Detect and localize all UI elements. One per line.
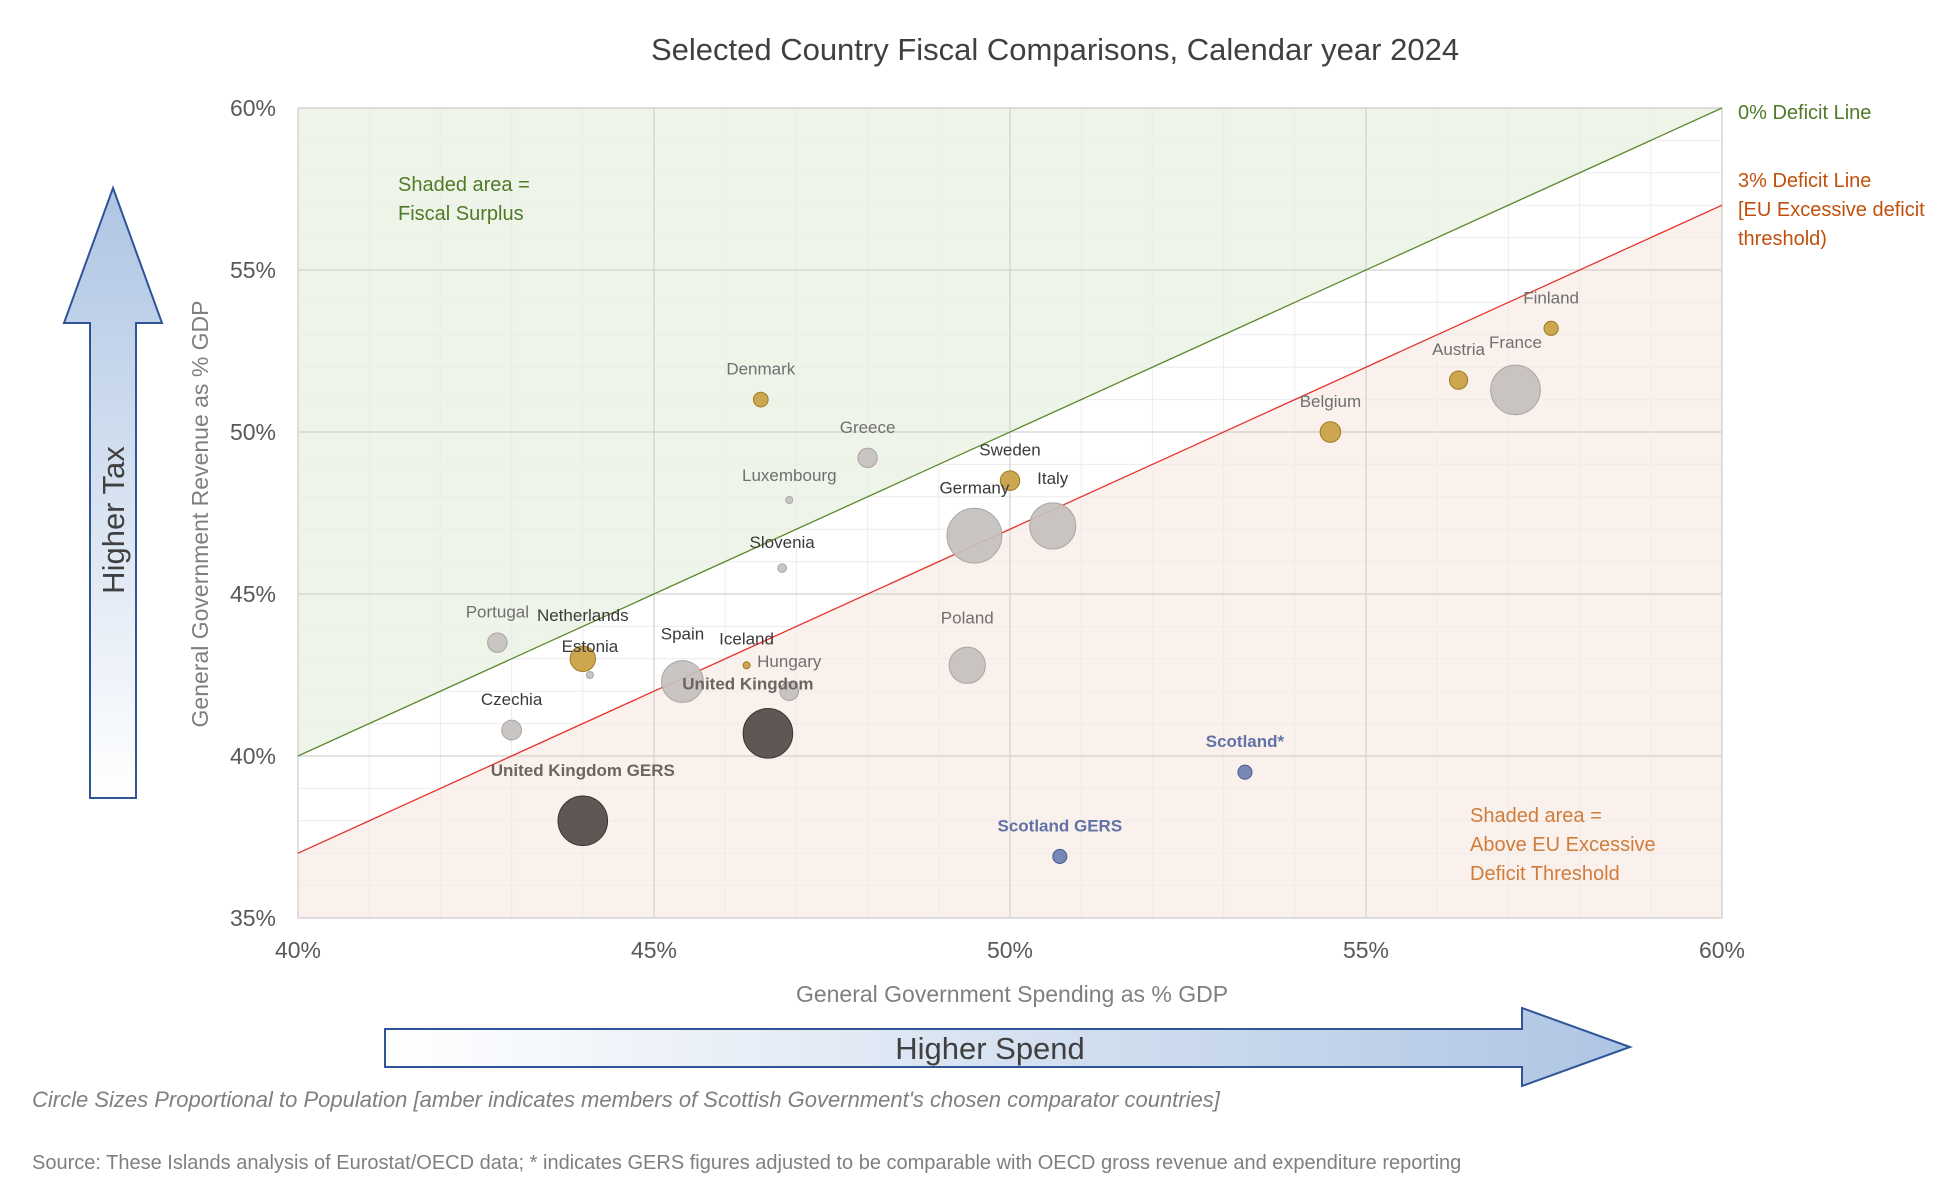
point-label: Luxembourg	[742, 466, 837, 485]
y-tick-label: 40%	[230, 743, 276, 769]
point-label: Estonia	[562, 637, 619, 656]
y-tick-label: 35%	[230, 905, 276, 931]
point-label: Sweden	[979, 441, 1040, 460]
y-tick-label: 45%	[230, 581, 276, 607]
bubble-luxembourg	[785, 496, 794, 505]
point-label: Scotland*	[1206, 732, 1285, 751]
x-tick-label: 40%	[275, 937, 321, 963]
y-tick-label: 55%	[230, 257, 276, 283]
point-label: France	[1489, 333, 1542, 352]
excessive-deficit-annotation: Above EU Excessive	[1470, 834, 1656, 856]
y-tick-label: 60%	[230, 95, 276, 121]
y-axis-label: General Government Revenue as % GDP	[187, 301, 213, 728]
bubble-portugal	[487, 632, 508, 653]
bubble-belgium	[1319, 421, 1342, 443]
point-label: Denmark	[726, 360, 795, 379]
point-label: Scotland GERS	[997, 816, 1122, 835]
higher-tax-label: Higher Tax	[96, 446, 131, 594]
bubble-finland	[1543, 320, 1559, 336]
bubble-austria	[1448, 370, 1469, 390]
point-label: Belgium	[1300, 392, 1361, 411]
point-label: Greece	[840, 418, 896, 437]
source-note: Source: These Islands analysis of Eurost…	[32, 1152, 1461, 1174]
bubble-france	[1490, 364, 1541, 416]
excessive-deficit-annotation: Shaded area =	[1470, 805, 1602, 827]
higher-tax-arrow	[62, 185, 164, 799]
bubble-greece	[857, 447, 878, 469]
higher-spend-label: Higher Spend	[895, 1031, 1085, 1066]
bubble-scotland-gers	[1052, 848, 1068, 864]
bubble-netherlands	[569, 645, 596, 672]
surplus-annotation: Fiscal Surplus	[398, 203, 524, 225]
zero-deficit-line-label: 0% Deficit Line	[1738, 102, 1871, 124]
circle-size-note: Circle Sizes Proportional to Population …	[32, 1087, 1221, 1112]
point-label: Spain	[661, 624, 704, 643]
bubble-slovenia	[777, 563, 788, 573]
bubble-scotland	[1237, 764, 1253, 780]
bubble-united-kingdom	[742, 708, 794, 759]
bubble-estonia	[585, 670, 594, 680]
bubble-sweden	[999, 470, 1021, 491]
higher-spend-arrow	[384, 1006, 1633, 1088]
point-label: Finland	[1523, 288, 1579, 307]
bubble-hungary	[779, 681, 800, 701]
point-label: United Kingdom	[682, 674, 813, 693]
three-percent-deficit-line-label: 3% Deficit Line	[1738, 170, 1871, 192]
point-label: Netherlands	[537, 606, 629, 625]
excessive-deficit-annotation: Deficit Threshold	[1470, 863, 1620, 885]
point-label: Italy	[1037, 469, 1069, 488]
y-tick-label: 50%	[230, 419, 276, 445]
point-label: United Kingdom GERS	[491, 761, 675, 780]
point-label: Hungary	[757, 652, 822, 671]
bubble-czechia	[501, 719, 523, 741]
three-percent-deficit-line-label: threshold)	[1738, 228, 1827, 250]
bubble-spain	[661, 660, 704, 703]
x-tick-label: 50%	[987, 937, 1033, 963]
point-label: Poland	[941, 608, 994, 627]
bubble-denmark	[752, 391, 769, 408]
point-label: Austria	[1432, 340, 1485, 359]
x-axis-label: General Government Spending as % GDP	[796, 981, 1228, 1007]
x-tick-label: 45%	[631, 937, 677, 963]
plot-border	[297, 107, 1723, 919]
x-tick-label: 60%	[1699, 937, 1745, 963]
zero-deficit-line	[297, 107, 1723, 757]
bubble-iceland	[742, 661, 751, 670]
plot-area: 40% 45% 50% 55% 60% 35% 40% 45% 50% 55% 60% 0% Defi…	[230, 95, 1925, 963]
three-percent-deficit-line	[297, 204, 1723, 854]
bubble-italy	[1029, 502, 1077, 550]
three-percent-deficit-line-label: [EU Excessive deficit	[1738, 199, 1925, 221]
chart-title: Selected Country Fiscal Comparisons, Cal…	[651, 32, 1459, 67]
x-tick-label: 55%	[1343, 937, 1389, 963]
point-label: Germany	[939, 479, 1009, 498]
bubble-united-kingdom-gers	[557, 795, 609, 847]
surplus-annotation: Shaded area =	[398, 174, 530, 196]
bubble-poland	[948, 646, 986, 684]
point-label: Iceland	[719, 629, 774, 648]
point-label: Slovenia	[750, 533, 816, 552]
point-label: Czechia	[481, 690, 543, 709]
point-label: Portugal	[466, 603, 529, 622]
bubble-germany	[946, 507, 1003, 564]
